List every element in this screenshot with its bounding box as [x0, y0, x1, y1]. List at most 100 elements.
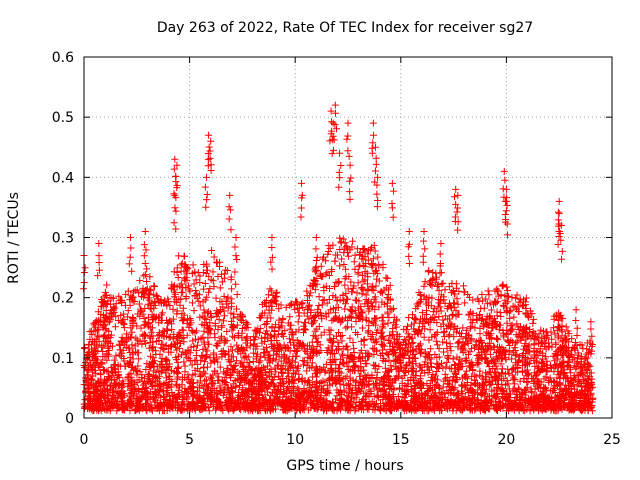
scatter-point-peak	[405, 227, 413, 235]
scatter-point-peak	[126, 234, 134, 241]
scatter-point	[268, 244, 276, 252]
scatter-point	[233, 255, 241, 263]
scatter-point-peak	[312, 234, 320, 241]
scatter-point	[369, 139, 377, 147]
scatter-point	[126, 253, 134, 261]
scatter-point-peak	[572, 306, 580, 314]
scatter-point	[503, 220, 511, 228]
scatter-point-peak	[371, 143, 379, 151]
scatter-point	[312, 263, 320, 271]
scatter-point-peak	[374, 173, 382, 181]
scatter-point	[95, 259, 103, 267]
x-axis-ticks: 0 5 10 15 20 25	[80, 57, 621, 448]
scatter-point	[312, 245, 320, 253]
scatter-point	[206, 154, 214, 162]
scatter-point	[390, 187, 398, 195]
scatter-point-peak	[331, 101, 339, 109]
scatter-point-peak	[500, 167, 508, 175]
scatter-point-peak	[327, 107, 335, 115]
scatter-point	[373, 203, 381, 211]
y-tick-label: 0	[65, 411, 74, 427]
scatter-point-peak	[452, 185, 460, 193]
scatter-point	[337, 161, 345, 169]
scatter-point	[297, 204, 305, 212]
scatter-point	[405, 259, 413, 267]
y-tick-label: 0.2	[52, 291, 74, 307]
x-tick-label: 20	[497, 432, 515, 448]
scatter-point	[170, 165, 178, 173]
scatter-point	[436, 262, 444, 270]
scatter-point-peak	[95, 240, 103, 248]
x-tick-label: 15	[392, 432, 410, 448]
scatter-point	[558, 247, 566, 255]
scatter-point-peak	[298, 179, 306, 187]
scatter-point	[328, 136, 336, 144]
scatter-point-peak	[346, 161, 354, 169]
scatter-point	[372, 154, 380, 162]
scatter-point	[368, 149, 376, 157]
scatter-point-peak	[268, 234, 276, 241]
scatter-point-peak	[141, 227, 149, 235]
scatter-point	[205, 143, 213, 151]
scatter-point	[587, 325, 595, 333]
scatter-point	[389, 213, 397, 221]
scatter-point	[201, 183, 209, 191]
scatter-point	[571, 338, 579, 346]
scatter-point	[203, 190, 211, 198]
scatter-point	[206, 147, 214, 155]
scatter-point	[573, 332, 581, 340]
scatter-point	[297, 213, 305, 221]
scatter-point	[347, 174, 355, 182]
y-tick-label: 0.3	[52, 231, 74, 247]
scatter-point	[313, 253, 321, 261]
scatter-point	[128, 267, 136, 275]
scatter-point	[81, 264, 89, 272]
scatter-point	[336, 174, 344, 182]
scatter-point	[335, 183, 343, 191]
scatter-point	[173, 184, 181, 192]
scatter-point	[573, 324, 581, 332]
scatter-point	[225, 215, 233, 223]
scatter-point	[371, 167, 379, 175]
scatter-point	[374, 196, 382, 204]
scatter-point	[454, 204, 462, 212]
scatter-point	[140, 241, 148, 249]
scatter-point	[171, 204, 179, 212]
scatter-point	[501, 176, 509, 184]
scatter-point-peak	[226, 191, 234, 199]
scatter-point	[373, 190, 381, 198]
scatter-point	[502, 216, 510, 224]
scatter-point	[203, 196, 211, 204]
scatter-point-peak	[454, 191, 462, 199]
scatter-point	[372, 160, 380, 168]
scatter-point	[231, 243, 239, 251]
scatter-point-peak	[369, 119, 377, 127]
x-tick-label: 5	[185, 432, 194, 448]
scatter-point	[453, 208, 461, 216]
scatter-point	[503, 201, 511, 209]
scatter-point	[420, 237, 428, 245]
scatter-point	[172, 225, 180, 233]
scatter-point	[343, 135, 351, 143]
scatter-point-peak	[171, 155, 179, 163]
scatter-point	[346, 177, 354, 185]
scatter-point	[404, 243, 412, 251]
scatter-point	[142, 246, 150, 254]
scatter-point	[226, 206, 234, 214]
x-tick-label: 10	[286, 432, 304, 448]
scatter-point	[346, 188, 354, 196]
scatter-point	[502, 207, 510, 215]
scatter-point	[555, 233, 563, 241]
scatter-point	[232, 252, 240, 260]
scatter-point-peak	[207, 137, 215, 145]
scatter-point	[344, 132, 352, 140]
scatter-point-peak	[502, 185, 510, 193]
scatter-point	[170, 219, 178, 227]
scatter-point	[558, 255, 566, 263]
scatter-point	[331, 120, 339, 128]
scatter-point	[588, 332, 596, 340]
scatter-point	[141, 260, 149, 268]
x-tick-label: 0	[80, 432, 89, 448]
scatter-point	[172, 172, 180, 180]
